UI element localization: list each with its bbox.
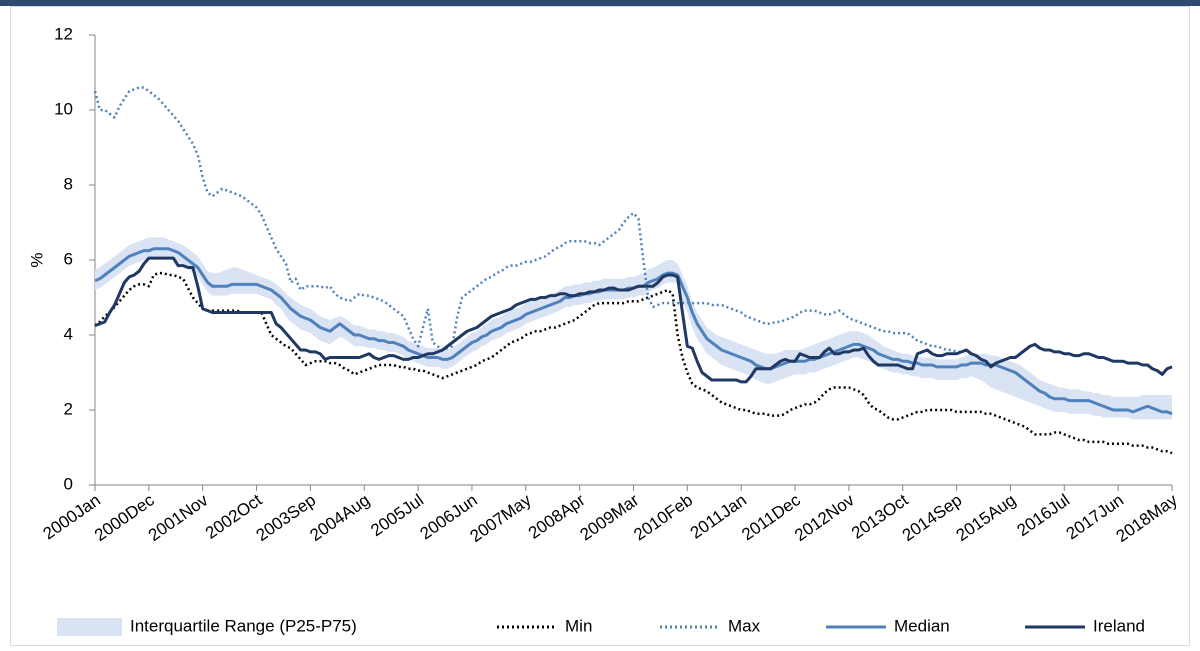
x-tick-label: 2008Apr	[525, 490, 589, 543]
x-tick-label: 2004Aug	[306, 490, 373, 545]
y-tick-label: 2	[64, 399, 73, 418]
series-line	[94, 256, 1173, 384]
y-tick-label: 4	[64, 324, 73, 343]
legend-label: Max	[728, 616, 761, 635]
x-tick-label: 2011Dec	[738, 490, 804, 544]
x-tick-label: 2009Mar	[576, 490, 642, 544]
legend-label: Median	[894, 616, 950, 635]
series-line	[93, 86, 1173, 376]
x-tick-label: 2005Jul	[367, 490, 427, 540]
legend-label: Min	[565, 616, 592, 635]
top-bar	[0, 0, 1200, 6]
legend-swatch	[57, 618, 122, 636]
x-tick-label: 2018May	[1113, 490, 1182, 546]
x-tick-label: 2014Sep	[899, 490, 966, 545]
y-tick-label: 6	[64, 249, 73, 268]
legend-label: Ireland	[1093, 616, 1145, 635]
x-tick-label: 2012Nov	[791, 490, 858, 545]
x-tick-label: 2016Jul	[1013, 490, 1073, 540]
frame	[10, 6, 1190, 646]
y-tick-label: 10	[54, 99, 73, 118]
y-tick-label: 8	[64, 174, 73, 193]
x-tick-label: 2007May	[466, 490, 535, 546]
y-tick-label: 0	[64, 474, 73, 493]
x-tick-label: 2000Dec	[91, 490, 158, 545]
y-axis-label: %	[27, 252, 46, 267]
legend-label: Interquartile Range (P25-P75)	[130, 616, 357, 635]
x-tick-label: 2010Feb	[630, 490, 696, 544]
y-tick-label: 12	[54, 24, 73, 43]
x-tick-label: 2011Jan	[687, 490, 750, 542]
x-tick-label: 2003Sep	[253, 490, 320, 545]
series-line	[94, 271, 1173, 455]
x-tick-label: 2015Aug	[953, 490, 1020, 545]
x-tick-label: 2001Nov	[145, 490, 212, 545]
iqr-band	[95, 237, 1172, 420]
